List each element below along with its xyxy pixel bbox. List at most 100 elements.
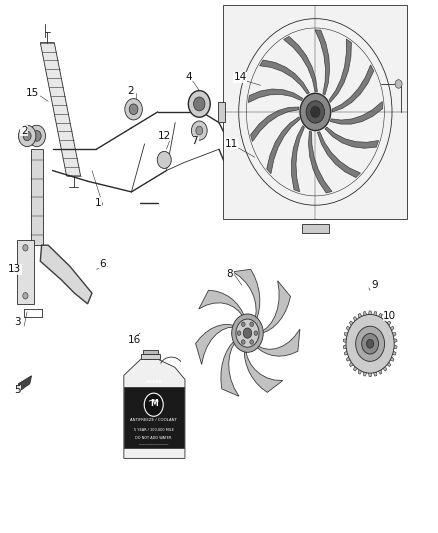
Bar (223, 5, 407, 219)
Polygon shape (372, 368, 377, 376)
Polygon shape (315, 30, 330, 95)
Circle shape (194, 97, 205, 111)
Text: 7: 7 (191, 136, 198, 146)
Polygon shape (257, 329, 300, 356)
Polygon shape (364, 311, 368, 319)
Polygon shape (267, 117, 300, 174)
Polygon shape (346, 326, 353, 333)
Polygon shape (358, 313, 364, 321)
Circle shape (362, 334, 378, 354)
Polygon shape (358, 366, 364, 374)
Polygon shape (199, 290, 244, 316)
Circle shape (254, 331, 258, 335)
Polygon shape (384, 321, 391, 329)
Polygon shape (368, 369, 372, 377)
Polygon shape (344, 349, 351, 355)
Circle shape (188, 91, 210, 117)
Circle shape (23, 245, 28, 251)
Text: 12: 12 (158, 131, 171, 141)
Circle shape (129, 104, 138, 115)
Bar (124, 387, 184, 448)
Text: 6: 6 (99, 259, 106, 269)
Polygon shape (343, 338, 350, 344)
Text: 14: 14 (233, 72, 247, 82)
Text: 2: 2 (127, 86, 134, 95)
Text: 5 YEAR / 100,000 MILE: 5 YEAR / 100,000 MILE (134, 428, 174, 432)
Circle shape (18, 125, 36, 147)
Polygon shape (262, 281, 290, 333)
Polygon shape (350, 321, 356, 329)
Circle shape (250, 322, 254, 327)
Circle shape (191, 121, 207, 140)
Circle shape (28, 125, 46, 147)
Circle shape (356, 326, 385, 361)
Polygon shape (330, 101, 383, 124)
Circle shape (125, 99, 142, 120)
Circle shape (346, 314, 394, 373)
Polygon shape (248, 89, 303, 102)
Text: 11: 11 (225, 139, 238, 149)
Circle shape (196, 126, 203, 135)
Polygon shape (124, 359, 185, 458)
Circle shape (157, 151, 171, 168)
Circle shape (306, 101, 325, 123)
Polygon shape (391, 344, 397, 349)
Polygon shape (31, 149, 43, 245)
Polygon shape (389, 349, 396, 355)
Polygon shape (218, 102, 225, 122)
Circle shape (250, 340, 254, 344)
Bar (141, 354, 160, 359)
Polygon shape (344, 333, 351, 338)
Polygon shape (381, 363, 387, 371)
Circle shape (395, 79, 402, 88)
Polygon shape (325, 127, 378, 148)
Polygon shape (251, 107, 299, 142)
Bar (143, 350, 158, 354)
Polygon shape (353, 363, 360, 371)
Polygon shape (377, 313, 382, 321)
Circle shape (23, 131, 31, 141)
Text: 3: 3 (14, 318, 21, 327)
Circle shape (241, 322, 245, 327)
Polygon shape (381, 317, 387, 325)
Polygon shape (244, 351, 283, 392)
Text: DO NOT ADD WATER: DO NOT ADD WATER (135, 436, 172, 440)
Text: 15: 15 (26, 88, 39, 98)
Polygon shape (18, 376, 32, 392)
Circle shape (232, 314, 263, 352)
Circle shape (236, 319, 259, 347)
Polygon shape (377, 366, 382, 374)
Text: 9: 9 (371, 280, 378, 290)
Circle shape (367, 340, 374, 348)
Text: ──────────────────: ────────────────── (139, 443, 168, 447)
Text: ANTIFREEZE / COOLANT: ANTIFREEZE / COOLANT (130, 418, 177, 422)
Bar (191, 99, 208, 109)
Polygon shape (387, 354, 394, 361)
Text: 8: 8 (226, 270, 233, 279)
Polygon shape (291, 126, 304, 192)
Polygon shape (391, 338, 397, 344)
Polygon shape (221, 341, 239, 396)
Text: 16: 16 (128, 335, 141, 345)
Circle shape (241, 340, 245, 344)
Polygon shape (368, 311, 372, 318)
Polygon shape (302, 224, 328, 233)
Circle shape (300, 93, 331, 131)
Polygon shape (346, 354, 353, 361)
Polygon shape (364, 368, 368, 376)
Polygon shape (308, 131, 332, 193)
Polygon shape (332, 65, 374, 112)
Polygon shape (384, 359, 391, 367)
Polygon shape (260, 60, 309, 94)
Polygon shape (329, 39, 351, 102)
Text: 4: 4 (185, 72, 192, 82)
Text: 5: 5 (14, 385, 21, 395)
Circle shape (144, 393, 163, 416)
Polygon shape (350, 359, 356, 367)
Polygon shape (343, 344, 350, 349)
Polygon shape (233, 269, 260, 319)
Polygon shape (318, 132, 360, 177)
Polygon shape (353, 317, 360, 325)
Circle shape (32, 131, 41, 141)
Text: 1: 1 (95, 198, 102, 207)
